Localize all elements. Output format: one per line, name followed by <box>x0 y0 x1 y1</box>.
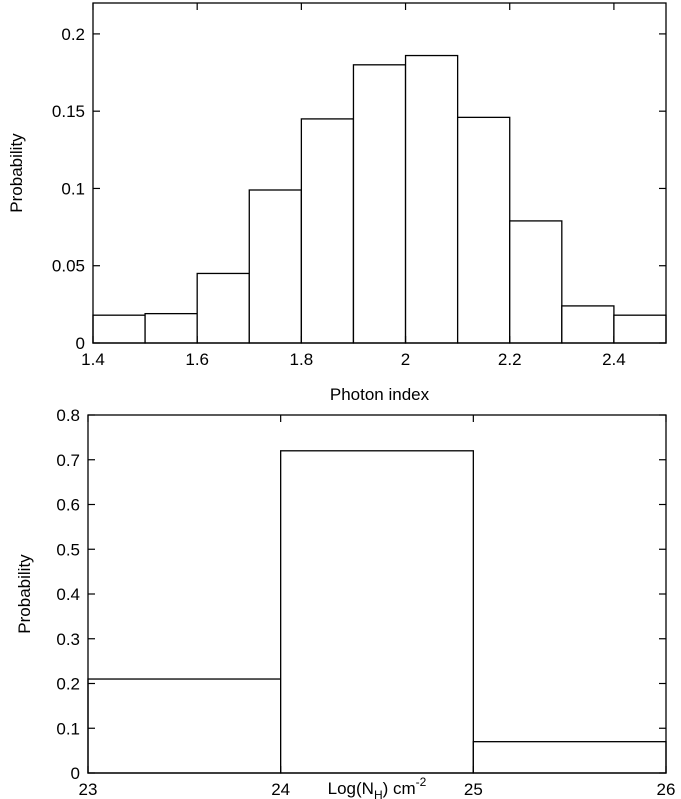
y-tick-label: 0.05 <box>52 257 85 276</box>
histogram-bar <box>280 450 474 774</box>
x-tick-label: 24 <box>271 780 290 799</box>
bars-group <box>87 450 667 774</box>
histogram-bar <box>509 220 563 344</box>
y-tick-label: 0 <box>76 334 85 353</box>
y-tick-label: 0.2 <box>56 675 80 694</box>
bars-group <box>92 54 667 344</box>
histogram-bar <box>144 312 198 344</box>
histogram-bar <box>352 64 407 344</box>
y-tick-label: 0.3 <box>56 630 80 649</box>
x-axis-label-superscript: -2 <box>416 775 427 789</box>
histogram-bar <box>92 314 146 344</box>
y-axis-label: Probability <box>7 133 26 213</box>
y-tick-label: 0.5 <box>56 540 80 559</box>
y-tick-label: 0.7 <box>56 451 80 470</box>
histogram-bar <box>300 118 355 344</box>
histogram-bar <box>404 54 459 344</box>
y-axis-label: Probability <box>15 554 34 634</box>
x-tick-label: 2.4 <box>602 350 626 369</box>
y-tick-label: 0.2 <box>61 25 85 44</box>
tick-labels-group: 23 24 25 26 0 0.1 0.2 0.3 0.4 0.5 0.6 0.7 0.8 <box>56 406 675 799</box>
log-nh-histogram: 23 24 25 26 0 0.1 0.2 0.3 0.4 0.5 0.6 0.7 0.8 Log(NH… <box>15 406 675 799</box>
y-tick-label: 0.1 <box>61 179 85 198</box>
histogram-bar <box>456 116 511 344</box>
x-tick-label: 23 <box>79 780 98 799</box>
histogram-bar <box>196 272 250 344</box>
x-tick-label: 26 <box>657 780 676 799</box>
ticks-group <box>92 3 666 344</box>
x-tick-label: 1.6 <box>185 350 209 369</box>
y-tick-label: 0.1 <box>56 719 80 738</box>
histogram-bar <box>472 741 667 774</box>
ticks-group <box>87 414 667 774</box>
y-tick-label: 0.8 <box>56 406 80 425</box>
x-tick-label: 1.4 <box>81 350 105 369</box>
x-axis-label: Photon index <box>330 385 430 404</box>
tick-labels-group: 1.4 1.6 1.8 2 2.2 2.4 0 0.05 0.1 0.15 0.2 <box>52 25 626 369</box>
y-tick-label: 0.4 <box>56 585 80 604</box>
y-tick-label: 0 <box>71 764 80 783</box>
y-tick-label: 0.15 <box>52 102 85 121</box>
photon-index-histogram: 1.4 1.6 1.8 2 2.2 2.4 0 0.05 0.1 0.15 0.2 Photon i… <box>7 2 667 404</box>
histogram-bar <box>561 305 615 344</box>
x-tick-label: 1.8 <box>290 350 314 369</box>
y-tick-label: 0.6 <box>56 496 80 515</box>
x-tick-label: 25 <box>464 780 483 799</box>
x-tick-label: 2.2 <box>498 350 522 369</box>
histogram-bar <box>248 189 303 344</box>
plot-frame <box>92 2 667 344</box>
x-tick-label: 2 <box>401 350 410 369</box>
x-axis-label-subscript: H <box>374 788 383 799</box>
x-axis-label-main: Log(N <box>328 779 374 798</box>
histogram-bar <box>87 678 282 774</box>
x-axis-label: Log(NH) cm-2 <box>328 775 427 799</box>
histogram-bar <box>613 314 667 344</box>
x-axis-label-suffix: ) cm <box>383 779 416 798</box>
